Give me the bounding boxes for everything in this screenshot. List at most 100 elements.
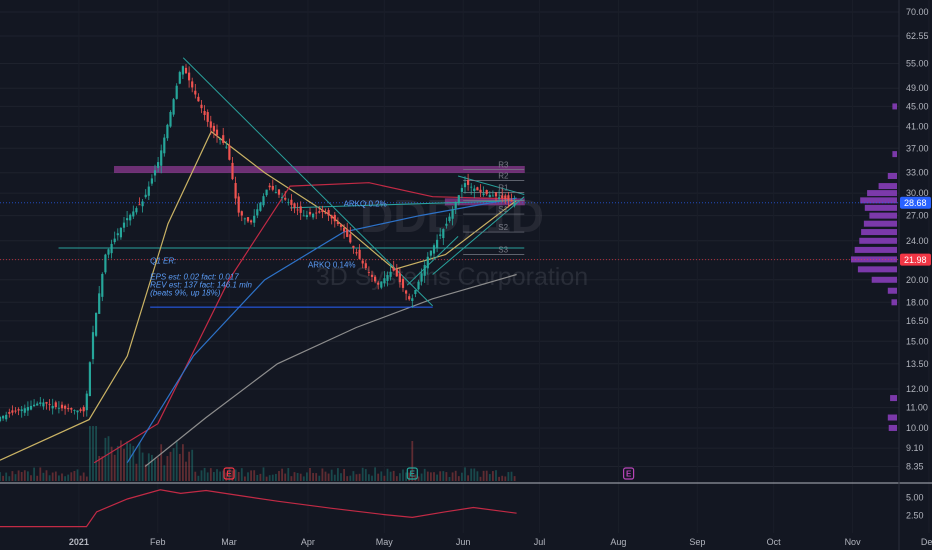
candle-body (417, 281, 420, 290)
volume-bar (337, 468, 339, 481)
volume-bar (79, 475, 82, 481)
pivot-label: R3 (498, 161, 509, 170)
earnings-marker[interactable]: E (223, 467, 235, 480)
candle-body (85, 393, 88, 411)
time-axis-label: Sep (689, 537, 705, 547)
volume-bar (73, 470, 76, 481)
candle-body (308, 211, 312, 215)
time-axis-label: Dec (921, 537, 932, 547)
candle-body (380, 281, 383, 288)
candle-body (5, 414, 8, 420)
time-axis-label: Jul (534, 537, 546, 547)
volume-bar (368, 474, 370, 481)
price-tick-label: 49.00 (906, 83, 929, 93)
volume-bar (265, 476, 268, 481)
candle-body (48, 404, 51, 406)
candle-body (219, 139, 222, 140)
indicator-pane (0, 489, 517, 528)
volume-bar (5, 472, 8, 481)
volume-bar (0, 472, 1, 481)
volume-profile-bar (878, 183, 897, 190)
volume-bar (445, 472, 448, 481)
price-tick-label: 20.00 (906, 275, 929, 285)
candle-body (212, 125, 215, 132)
volume-bar (144, 464, 147, 481)
price-tick-label: 24.00 (906, 236, 929, 246)
earnings-marker[interactable]: E (406, 467, 418, 480)
candle-body (491, 195, 494, 197)
candle-body (231, 162, 234, 180)
price-tick-label: 11.00 (906, 403, 928, 413)
volume-bar (216, 469, 218, 481)
trend-line (182, 57, 434, 307)
volume-bar (98, 456, 101, 481)
volume-profile-bar (867, 190, 897, 197)
candle-body (29, 405, 33, 410)
volume-bar (67, 474, 70, 481)
volume-bars (0, 426, 516, 481)
volume-bar (151, 454, 153, 481)
price-axis[interactable]: 70.00 62.55 55.00 49.00 45.00 41.00 37.00 33.00… (906, 7, 929, 472)
volume-bar (383, 475, 386, 481)
candle-body (262, 196, 265, 206)
candle-body (250, 220, 253, 223)
candle-body (91, 332, 95, 360)
volume-bar (349, 475, 352, 481)
candle-body (215, 129, 219, 136)
volume-bar (101, 456, 104, 481)
volume-bar (395, 476, 398, 481)
candle-body (60, 404, 64, 409)
volume-bar (476, 471, 479, 481)
earnings-marker[interactable]: E (623, 467, 635, 480)
candle-body (138, 204, 141, 206)
candle-body (73, 410, 76, 411)
price-tick-label: 27.00 (906, 211, 929, 221)
candle-body (274, 192, 277, 193)
time-axis-label: May (376, 537, 394, 547)
time-axis[interactable]: 2021 Feb Mar Apr May Jun Jul Aug Sep Oct Nov Dec (69, 537, 932, 547)
volume-bar (154, 459, 156, 481)
candle-body (225, 146, 228, 148)
er-note-rev: REV est: 137 fact: 146.1 mln (150, 280, 252, 289)
volume-bar (352, 471, 355, 481)
candle-body (330, 215, 333, 219)
candle-body (324, 212, 327, 214)
volume-bar (126, 441, 128, 481)
trend-line (290, 199, 525, 209)
candle-body (296, 209, 299, 211)
volume-bar (451, 472, 454, 481)
pivot-label: S3 (498, 246, 508, 255)
candle-body (392, 267, 395, 271)
candle-body (411, 298, 414, 301)
volume-bar (48, 475, 51, 481)
candle-body (67, 408, 70, 410)
price-tick-label: 18.00 (906, 297, 929, 307)
volume-bar (222, 470, 225, 481)
candles[interactable] (0, 64, 516, 423)
candle-body (454, 202, 457, 209)
candle-body (144, 194, 147, 198)
volume-bar (271, 474, 274, 481)
volume-bar (321, 468, 324, 481)
volume-bar (417, 476, 420, 481)
indicator-tick-label: 2.50 (906, 510, 924, 520)
company-watermark: 3D Systems Corporation (316, 263, 588, 291)
volume-profile-bar (851, 256, 897, 263)
indicator-axis: 5.00 2.50 (906, 493, 924, 521)
time-axis-label: Mar (221, 537, 237, 547)
candle-body (54, 402, 57, 408)
candle-body (473, 188, 476, 191)
volume-bar (333, 474, 336, 481)
volume-bar (399, 473, 401, 481)
candle-body (57, 407, 60, 409)
volume-bar (262, 467, 265, 481)
earnings-marker-label: E (410, 470, 416, 479)
candle-body (284, 197, 287, 200)
volume-bar (479, 476, 482, 481)
candle-body (395, 269, 398, 277)
volume-bar (420, 473, 423, 481)
